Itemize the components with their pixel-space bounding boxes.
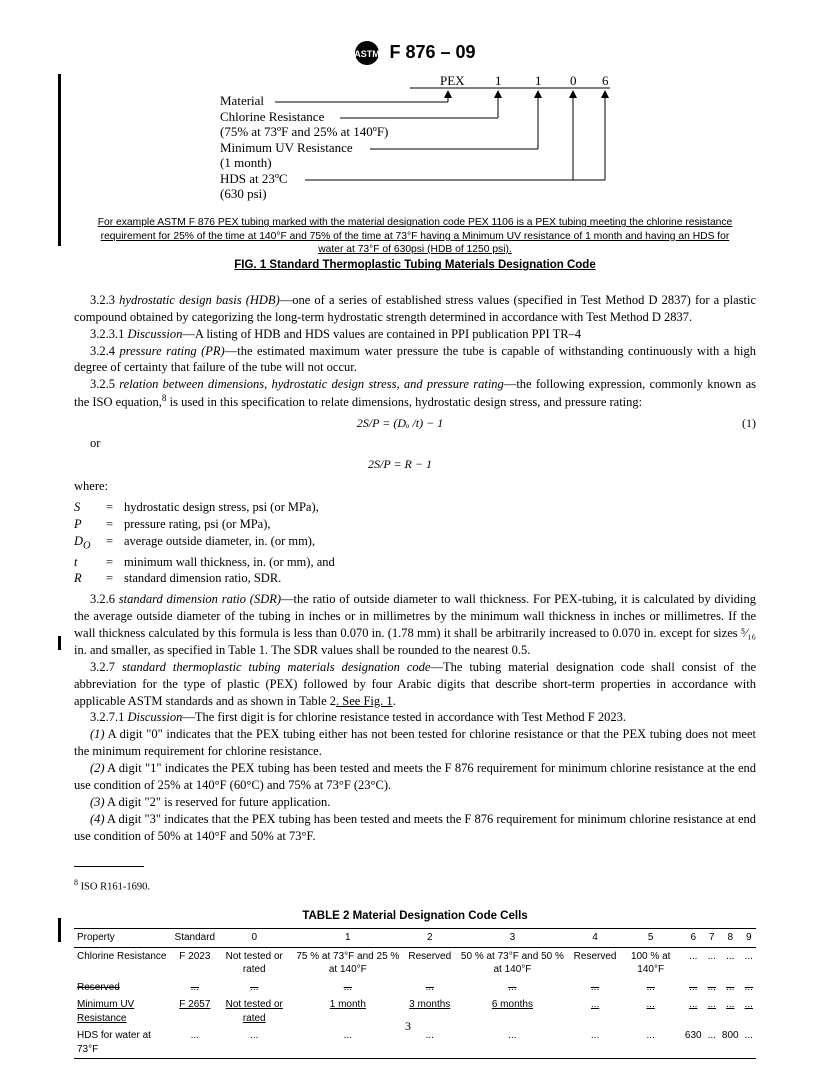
table-cell: ...	[290, 979, 405, 997]
fig-row2s: (1 month)	[220, 155, 272, 170]
table-header: 2	[405, 929, 454, 948]
table-cell: ...	[405, 979, 454, 997]
para-n4: (4) A digit "3" indicates that the PEX t…	[74, 811, 756, 845]
table-cell: Not tested or rated	[218, 947, 290, 979]
equation-1: 2S/P = (Dₒ /t) − 1 (1)	[74, 415, 756, 431]
para-n2: (2) A digit "1" indicates the PEX tubing…	[74, 760, 756, 794]
para-327: 3.2.7 standard thermoplastic tubing mate…	[74, 659, 756, 710]
table-header: 9	[742, 929, 756, 948]
table-cell: ...	[742, 947, 756, 979]
table-cell: ...	[705, 947, 719, 979]
footnote-8: 8 ISO R161-1690.	[74, 878, 756, 895]
table-cell: ...	[705, 979, 719, 997]
table-header: 8	[719, 929, 742, 948]
para-n1: (1) A digit "0" indicates that the PEX t…	[74, 726, 756, 760]
table-header: 6	[682, 929, 705, 948]
table-row: Reserved................................…	[74, 979, 756, 997]
para-324: 3.2.4 pressure rating (PR)—the estimated…	[74, 343, 756, 377]
table-header: Standard	[172, 929, 219, 948]
table-cell: ...	[571, 979, 620, 997]
fig-row2: Minimum UV Resistance	[220, 140, 353, 155]
para-3231: 3.2.3.1 Discussion—A listing of HDB and …	[74, 326, 756, 343]
table-header: 0	[218, 929, 290, 948]
fig-row3s: (630 psi)	[220, 186, 267, 201]
table-cell: 75 % at 73°F and 25 % at 140°F	[290, 947, 405, 979]
para-326: 3.2.6 standard dimension ratio (SDR)—the…	[74, 591, 756, 659]
equation-2: 2S/P = R − 1	[74, 456, 756, 472]
doc-header: ASTM F 876 – 09	[74, 40, 756, 66]
table-cell: ...	[172, 979, 219, 997]
table-row: Chlorine ResistanceF 2023Not tested or r…	[74, 947, 756, 979]
fig-d2: 0	[570, 73, 577, 88]
fig-d0: 1	[495, 73, 502, 88]
page-number: 3	[0, 1018, 816, 1034]
table-2: PropertyStandard0123456789 Chlorine Resi…	[74, 928, 756, 1059]
table-cell: 50 % at 73°F and 50 % at 140°F	[454, 947, 571, 979]
fig-note: For example ASTM F 876 PEX tubing marked…	[94, 216, 736, 256]
para-3271: 3.2.7.1 Discussion—The first digit is fo…	[74, 709, 756, 726]
table-cell: ...	[218, 979, 290, 997]
table-cell: ...	[682, 979, 705, 997]
table-cell: 100 % at 140°F	[619, 947, 681, 979]
table-cell: F 2023	[172, 947, 219, 979]
doc-designation: F 876 – 09	[389, 42, 475, 62]
fig-pex: PEX	[440, 73, 465, 88]
fig-title: FIG. 1 Standard Thermoplastic Tubing Mat…	[74, 258, 756, 274]
table-cell: Reserved	[74, 979, 172, 997]
table-cell: ...	[742, 979, 756, 997]
fig-row1: Chlorine Resistance	[220, 109, 325, 124]
table-header: 3	[454, 929, 571, 948]
table-header: 7	[705, 929, 719, 948]
table-cell: ...	[619, 979, 681, 997]
fig-d3: 6	[602, 73, 609, 88]
para-325: 3.2.5 relation between dimensions, hydro…	[74, 376, 756, 411]
figure-1: PEX 1 1 0 6 Material Chlorine Resistance…	[220, 72, 610, 212]
fig-row3: HDS at 23ºC	[220, 171, 288, 186]
where-label: where:	[74, 478, 756, 495]
table-cell: ...	[454, 979, 571, 997]
fig-row0: Material	[220, 93, 264, 108]
table-cell: ...	[719, 979, 742, 997]
svg-text:ASTM: ASTM	[355, 49, 381, 59]
table-2-title: TABLE 2 Material Designation Code Cells	[74, 909, 756, 925]
where-block: S=hydrostatic design stress, psi (or MPa…	[74, 499, 756, 587]
table-header: 4	[571, 929, 620, 948]
fig-row1s: (75% at 73ºF and 25% at 140ºF)	[220, 124, 388, 139]
or: or	[74, 435, 756, 452]
para-323: 3.2.3 hydrostatic design basis (HDB)—one…	[74, 292, 756, 326]
table-header: Property	[74, 929, 172, 948]
fig-d1: 1	[535, 73, 542, 88]
table-header: 1	[290, 929, 405, 948]
table-cell: Reserved	[405, 947, 454, 979]
table-header: 5	[619, 929, 681, 948]
table-cell: Chlorine Resistance	[74, 947, 172, 979]
para-n3: (3) A digit "2" is reserved for future a…	[74, 794, 756, 811]
table-cell: ...	[719, 947, 742, 979]
footnote-rule	[74, 866, 144, 867]
table-cell: Reserved	[571, 947, 620, 979]
table-cell: ...	[682, 947, 705, 979]
